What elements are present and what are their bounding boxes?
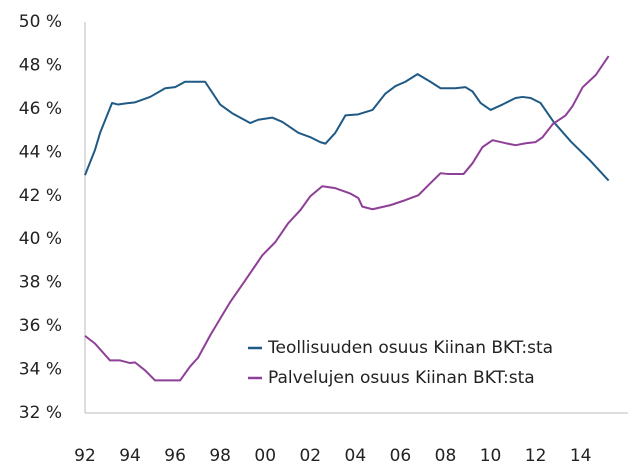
legend-label: Teollisuuden osuus Kiinan BKT:sta [267, 338, 553, 358]
line-series [84, 73, 610, 182]
x-tick-label: 12 [525, 446, 547, 464]
x-tick-label: 94 [119, 446, 141, 464]
x-tick-label: 02 [299, 446, 321, 464]
y-tick-label: 42 % [19, 186, 62, 206]
y-tick-label: 36 % [19, 316, 62, 336]
y-tick-label: 38 % [19, 273, 62, 293]
y-tick-label: 40 % [19, 229, 62, 249]
x-tick-label: 04 [345, 446, 367, 464]
x-tick-label: 98 [209, 446, 231, 464]
y-tick-label: 50 % [19, 12, 62, 32]
y-tick-label: 46 % [19, 99, 62, 119]
x-tick-label: 08 [435, 446, 457, 464]
y-tick-label: 34 % [19, 360, 62, 380]
y-tick-label: 44 % [19, 142, 62, 162]
x-tick-label: 00 [254, 446, 276, 464]
x-tick-label: 06 [390, 446, 412, 464]
x-tick-label: 10 [480, 446, 502, 464]
line-series [84, 55, 610, 382]
x-tick-label: 96 [164, 446, 186, 464]
x-tick-label: 92 [74, 446, 96, 464]
y-tick-label: 32 % [19, 403, 62, 423]
legend-label: Palvelujen osuus Kiinan BKT:sta [268, 368, 535, 388]
x-tick-label: 14 [570, 446, 592, 464]
y-tick-label: 48 % [19, 55, 62, 75]
